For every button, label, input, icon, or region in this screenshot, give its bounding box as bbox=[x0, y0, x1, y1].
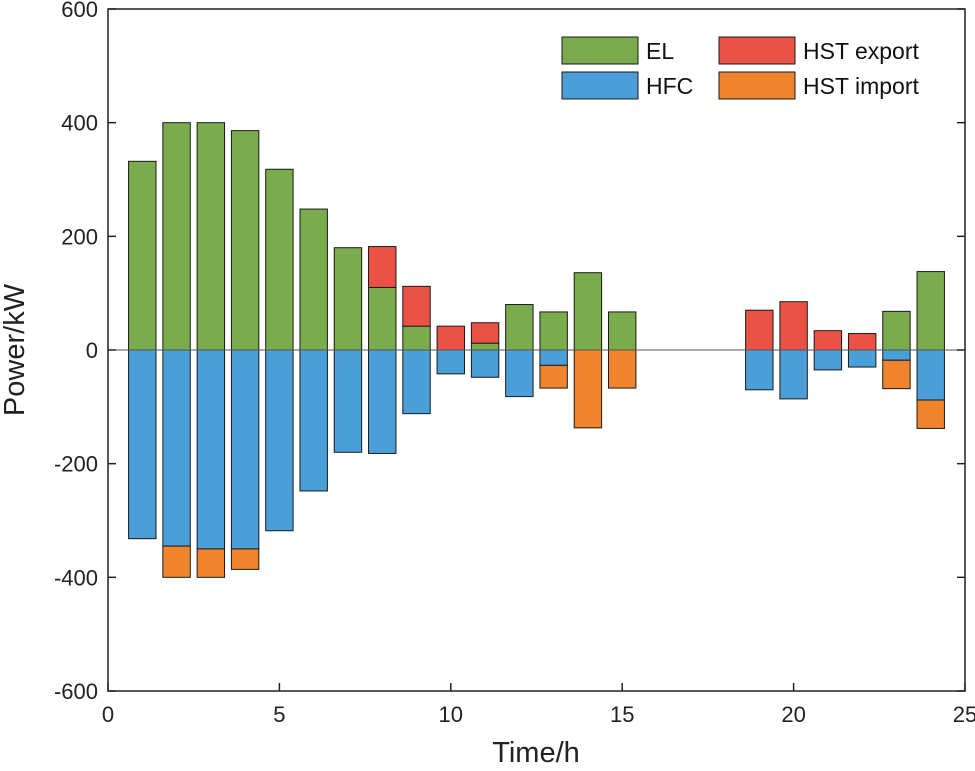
bar-el-t3 bbox=[196, 122, 226, 351]
legend-swatch-hfc bbox=[561, 71, 639, 100]
bar-hst-export-t22 bbox=[847, 333, 877, 351]
bar-el-t11 bbox=[470, 342, 500, 351]
bar-hst-export-t21 bbox=[813, 330, 843, 351]
bar-hfc-t4 bbox=[230, 349, 260, 550]
bar-hfc-t5 bbox=[265, 349, 294, 532]
bar-el-t24 bbox=[916, 271, 945, 351]
bar-el-t2 bbox=[162, 122, 191, 351]
bar-hst-import-t13 bbox=[539, 364, 568, 389]
bar-hfc-t13 bbox=[539, 349, 568, 366]
bar-el-t1 bbox=[128, 160, 157, 351]
bar-hfc-t7 bbox=[333, 349, 363, 453]
y-tick-label: -400 bbox=[54, 565, 98, 590]
bar-hfc-t23 bbox=[882, 349, 911, 361]
bar-hst-import-t2 bbox=[162, 545, 191, 578]
bar-hst-export-t9 bbox=[402, 285, 431, 327]
legend-swatch-hst-import bbox=[718, 71, 796, 100]
legend-swatch-el bbox=[561, 36, 639, 65]
x-tick-label: 20 bbox=[781, 702, 805, 727]
bar-hfc-t1 bbox=[128, 349, 157, 540]
bar-hst-import-t23 bbox=[882, 359, 911, 390]
bars bbox=[128, 122, 945, 578]
x-tick-label: 5 bbox=[273, 702, 285, 727]
x-tick-label: 10 bbox=[439, 702, 463, 727]
y-tick-label: 200 bbox=[61, 224, 98, 249]
bar-hst-import-t15 bbox=[607, 349, 637, 389]
bar-hfc-t19 bbox=[745, 349, 774, 391]
x-tick-label: 0 bbox=[102, 702, 114, 727]
bar-hfc-t2 bbox=[162, 349, 191, 547]
y-tick-label: 400 bbox=[61, 111, 98, 136]
bar-el-t8 bbox=[368, 286, 397, 351]
bar-hst-import-t14 bbox=[573, 349, 603, 429]
bar-hst-import-t4 bbox=[230, 548, 260, 570]
bar-hst-export-t10 bbox=[436, 325, 466, 351]
bar-el-t15 bbox=[607, 311, 637, 351]
bar-hst-export-t8 bbox=[368, 246, 397, 288]
bar-hfc-t3 bbox=[196, 349, 226, 550]
bar-hfc-t12 bbox=[505, 349, 534, 398]
y-tick-label: 0 bbox=[86, 338, 98, 363]
bar-el-t12 bbox=[505, 304, 534, 351]
bar-hfc-t6 bbox=[299, 349, 328, 492]
bar-el-t9 bbox=[402, 325, 431, 351]
x-ticks: 0 5 10 15 20 25 bbox=[102, 683, 975, 727]
legend-label-hst-export: HST export bbox=[803, 38, 920, 64]
legend-label-hfc: HFC bbox=[646, 73, 693, 99]
legend-label-el: EL bbox=[646, 38, 674, 64]
bar-el-t13 bbox=[539, 311, 568, 351]
bar-hst-export-t11 bbox=[470, 322, 500, 344]
bar-hst-import-t3 bbox=[196, 548, 226, 578]
bar-hst-export-t19 bbox=[745, 309, 774, 351]
y-tick-label: 600 bbox=[61, 0, 98, 22]
bar-el-t14 bbox=[573, 272, 603, 351]
bar-el-t6 bbox=[299, 208, 328, 351]
legend: EL HST export HFC HST import bbox=[561, 36, 920, 100]
bar-hfc-t24 bbox=[916, 349, 945, 401]
legend-label-hst-import: HST import bbox=[803, 73, 919, 99]
bar-el-t4 bbox=[230, 130, 260, 351]
bar-el-t5 bbox=[265, 168, 294, 351]
bar-hst-export-t20 bbox=[779, 301, 808, 351]
bar-el-t7 bbox=[333, 247, 363, 351]
bar-hfc-t10 bbox=[436, 349, 466, 375]
bar-hfc-t9 bbox=[402, 349, 431, 415]
x-tick-label: 25 bbox=[953, 702, 975, 727]
legend-swatch-hst-export bbox=[718, 36, 796, 65]
y-ticks: -600 -400 -200 0 200 400 600 bbox=[54, 0, 965, 704]
bar-el-t23 bbox=[882, 310, 911, 351]
bar-hst-import-t24 bbox=[916, 399, 945, 429]
bar-hfc-t11 bbox=[470, 349, 500, 378]
y-axis-title: Power/kW bbox=[0, 283, 31, 416]
bar-hfc-t21 bbox=[813, 349, 843, 371]
bar-hfc-t22 bbox=[847, 349, 877, 368]
y-tick-label: -600 bbox=[54, 679, 98, 704]
x-tick-label: 15 bbox=[610, 702, 634, 727]
y-tick-label: -200 bbox=[54, 452, 98, 477]
bar-hfc-t8 bbox=[368, 349, 397, 454]
bar-hfc-t20 bbox=[779, 349, 808, 400]
x-axis-title: Time/h bbox=[492, 737, 580, 769]
